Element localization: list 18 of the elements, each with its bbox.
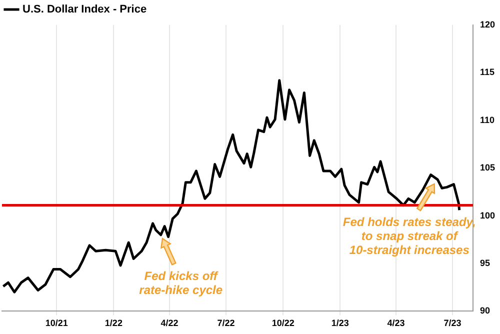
x-tick-label: 10/21 xyxy=(45,318,68,328)
y-tick-label: 95 xyxy=(480,258,490,268)
y-tick-label: 110 xyxy=(480,114,495,125)
x-tick-label: 1/23 xyxy=(331,318,349,328)
annotation: Fed holds rates steady, to snap streak of 10-straight increases xyxy=(342,214,476,257)
y-tick-label: 105 xyxy=(480,162,496,173)
y-tick-label: 90 xyxy=(480,306,490,316)
x-tick-label: 7/23 xyxy=(444,318,462,328)
x-tick-label: 4/23 xyxy=(387,318,405,328)
y-tick-label: 115 xyxy=(480,67,495,78)
x-tick-label: 1/22 xyxy=(104,318,122,328)
y-tick-label: 100 xyxy=(480,210,496,220)
annotation: Fed kicks off rate-hike cycle xyxy=(139,269,223,298)
legend-label: U.S. Dollar Index - Price xyxy=(22,4,147,16)
x-tick-label: 10/22 xyxy=(272,318,294,328)
x-tick-label: 4/22 xyxy=(160,318,178,328)
y-tick-label: 120 xyxy=(480,19,496,30)
x-tick-label: 7/22 xyxy=(217,318,235,328)
